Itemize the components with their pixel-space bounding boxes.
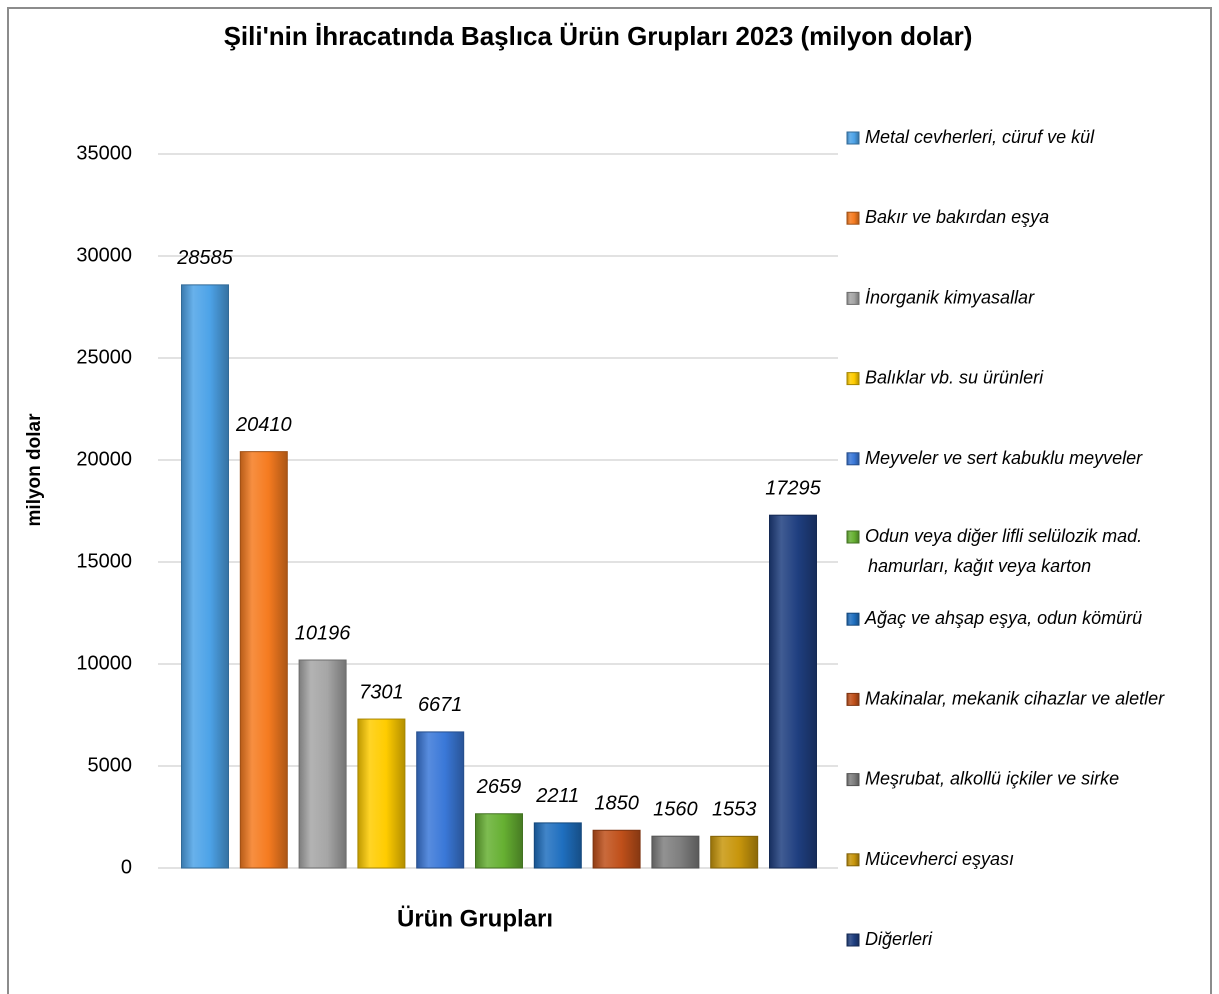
x-axis-title: Ürün Grupları — [397, 905, 553, 932]
value-label: 10196 — [295, 622, 351, 644]
value-label: 20410 — [235, 414, 292, 436]
chart-title: Şili'nin İhracatında Başlıca Ürün Grupla… — [224, 21, 973, 51]
y-tick-label: 25000 — [76, 346, 132, 368]
y-tick-label: 15000 — [76, 550, 132, 572]
legend-swatch — [846, 530, 860, 544]
legend-swatch — [846, 612, 860, 626]
value-label: 7301 — [359, 681, 404, 703]
bar — [416, 731, 465, 869]
legend-label: Makinalar, mekanik cihazlar ve aletler — [865, 688, 1165, 708]
y-tick-label: 20000 — [76, 448, 132, 470]
legend-label: Meşrubat, alkollü içkiler ve sirke — [865, 768, 1119, 788]
bar — [298, 659, 347, 869]
bar — [357, 718, 406, 869]
bar — [181, 284, 229, 869]
legend-label: Balıklar vb. su ürünleri — [865, 367, 1044, 387]
y-axis-title: milyon dolar — [24, 413, 45, 527]
legend-label: İnorganik kimyasallar — [865, 287, 1035, 307]
y-tick-label: 10000 — [76, 652, 132, 674]
legend-swatch — [846, 853, 860, 867]
legend-label: Ağaç ve ahşap eşya, odun kömürü — [864, 608, 1142, 628]
value-label: 1850 — [594, 793, 639, 815]
legend-swatch — [846, 211, 860, 225]
legend-label: Metal cevherleri, cüruf ve kül — [865, 127, 1095, 147]
legend-swatch — [846, 933, 860, 947]
bar — [710, 835, 759, 869]
bar — [533, 822, 582, 869]
value-label: 6671 — [418, 694, 463, 716]
legend-swatch — [846, 452, 860, 466]
legend-swatch — [846, 692, 860, 706]
bar — [475, 813, 523, 869]
legend-swatch — [846, 773, 860, 787]
bar — [592, 829, 641, 869]
value-label: 1560 — [653, 798, 698, 820]
value-label: 2659 — [476, 776, 522, 798]
legend-swatch — [846, 131, 860, 145]
value-label: 28585 — [176, 247, 233, 269]
legend-label: Mücevherci eşyası — [865, 849, 1014, 869]
y-tick-label: 5000 — [88, 754, 133, 776]
bar — [239, 451, 288, 869]
value-label: 2211 — [535, 785, 579, 807]
value-label: 17295 — [765, 477, 821, 499]
legend-label: Meyveler ve sert kabuklu meyveler — [865, 448, 1143, 468]
legend-label: Bakır ve bakırdan eşya — [865, 207, 1049, 227]
bar — [769, 514, 817, 869]
legend-label: Diğerleri — [865, 929, 933, 949]
y-tick-label: 0 — [121, 856, 132, 878]
y-tick-label: 30000 — [76, 244, 132, 266]
value-label: 1553 — [712, 799, 757, 821]
legend-swatch — [846, 372, 860, 386]
bar — [651, 835, 700, 869]
legend-swatch — [846, 291, 860, 305]
y-tick-label: 35000 — [76, 142, 132, 164]
legend-label: Odun veya diğer lifli selülozik mad. hamu… — [865, 526, 1142, 576]
